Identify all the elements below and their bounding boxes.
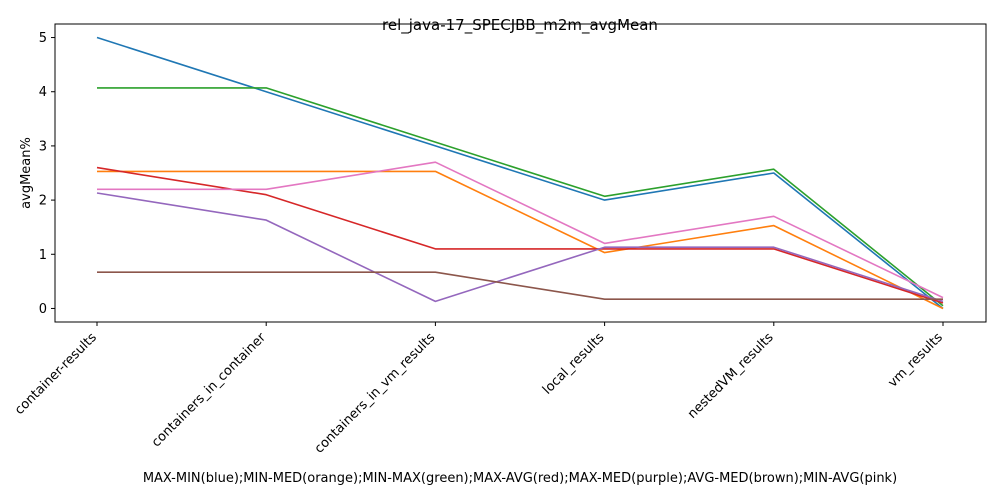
series-line-2	[97, 87, 944, 307]
plot-area: 0 1 2 3 4 5 container-results containers_in_con…	[12, 31, 946, 456]
series-line-5	[97, 271, 943, 301]
series-line-0	[96, 36, 944, 310]
y-tick-label: 4	[39, 85, 47, 100]
series-line-4	[96, 192, 944, 303]
x-axis-label: MAX-MIN(blue);MIN-MED(orange);MIN-MAX(gr…	[143, 471, 897, 486]
x-tick-label: container-results	[12, 330, 100, 418]
y-tick-label: 1	[39, 248, 47, 263]
y-tick-label: 2	[39, 194, 47, 209]
y-axis-label: avgMean%	[19, 137, 34, 209]
series-line-3	[96, 166, 944, 304]
chart-title: rel_java-17_SPECJBB_m2m_avgMean	[382, 16, 658, 35]
x-tick-label: containers_in_vm_results	[312, 330, 438, 456]
y-tick-label: 0	[39, 302, 47, 317]
x-tick-label: containers_in_container	[149, 330, 270, 451]
plot-frame	[54, 23, 987, 323]
y-tick-label: 3	[39, 139, 47, 154]
y-tick-label: 5	[39, 31, 47, 46]
series-line-1	[97, 170, 944, 310]
series-line-6	[97, 161, 944, 299]
x-tick-label: vm_results	[885, 330, 946, 391]
x-tick-label: local_results	[540, 330, 608, 398]
x-tick-label: nestedVM_results	[685, 330, 777, 422]
